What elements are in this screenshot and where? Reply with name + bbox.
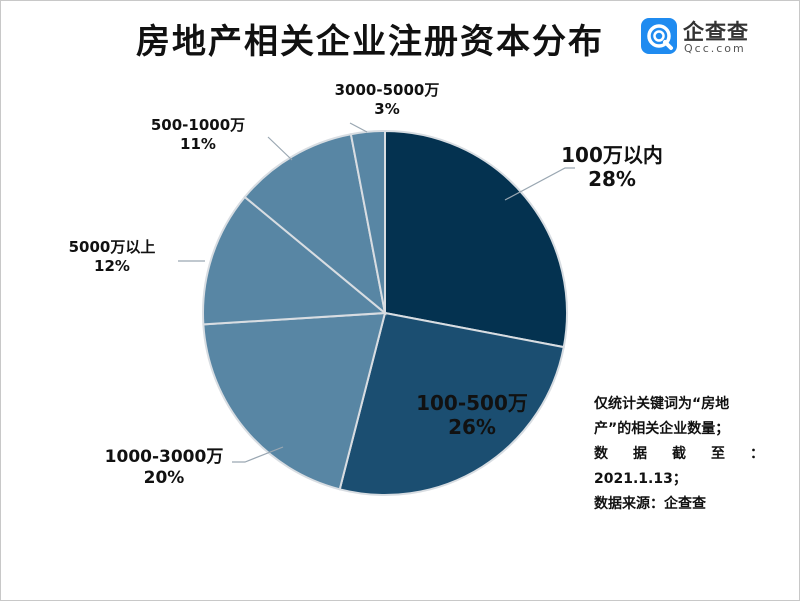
brand-name: 企查查: [683, 20, 749, 44]
pie-slice: [349, 129, 386, 314]
brand-domain: Qcc.com: [684, 42, 746, 55]
slice-value-label: 12%: [94, 257, 130, 275]
slice-value-label: 28%: [588, 167, 636, 191]
slice-category-label: 1000-3000万: [105, 447, 224, 467]
slice-category-label: 100万以内: [561, 143, 663, 167]
footnote-line: 2021.1.13；: [594, 471, 687, 487]
leader-line: [232, 446, 284, 463]
leader-line: [504, 167, 575, 201]
footnote-line: 产”的相关企业数量；: [594, 421, 730, 437]
slice-value-label: 26%: [448, 415, 496, 439]
pie-slice: [202, 195, 388, 326]
leader-line: [267, 136, 293, 161]
slice-value-label: 20%: [144, 468, 185, 488]
pie-slice: [384, 129, 568, 349]
footnote-line: 仅统计关键词为“房地: [594, 396, 730, 412]
footnote-line: 数 据 截 至 ：: [594, 446, 764, 462]
slice-category-label: 500-1000万: [151, 116, 245, 134]
leader-line: [349, 122, 368, 133]
slice-value-label: 11%: [180, 135, 216, 153]
slice-category-label: 3000-5000万: [335, 81, 440, 99]
slice-category-label: 5000万以上: [69, 238, 156, 256]
footnote-line: 数据来源：企查查: [594, 496, 706, 512]
pie-slice: [338, 311, 565, 496]
chart-title: 房地产相关企业注册资本分布: [136, 22, 604, 62]
slice-value-label: 3%: [374, 100, 399, 118]
pie-slice: [243, 133, 387, 316]
qcc-logo-icon: [641, 18, 677, 54]
pie-slices: [202, 129, 568, 496]
slice-category-label: 100-500万: [416, 391, 528, 415]
brand-logo-group: 企查查 Qcc.com: [641, 14, 791, 58]
pie-slice: [202, 311, 387, 491]
footnote: 仅统计关键词为“房地 产”的相关企业数量； 数 据 截 至 ： 2021.1.1…: [594, 392, 764, 517]
leader-lines: [178, 122, 575, 463]
